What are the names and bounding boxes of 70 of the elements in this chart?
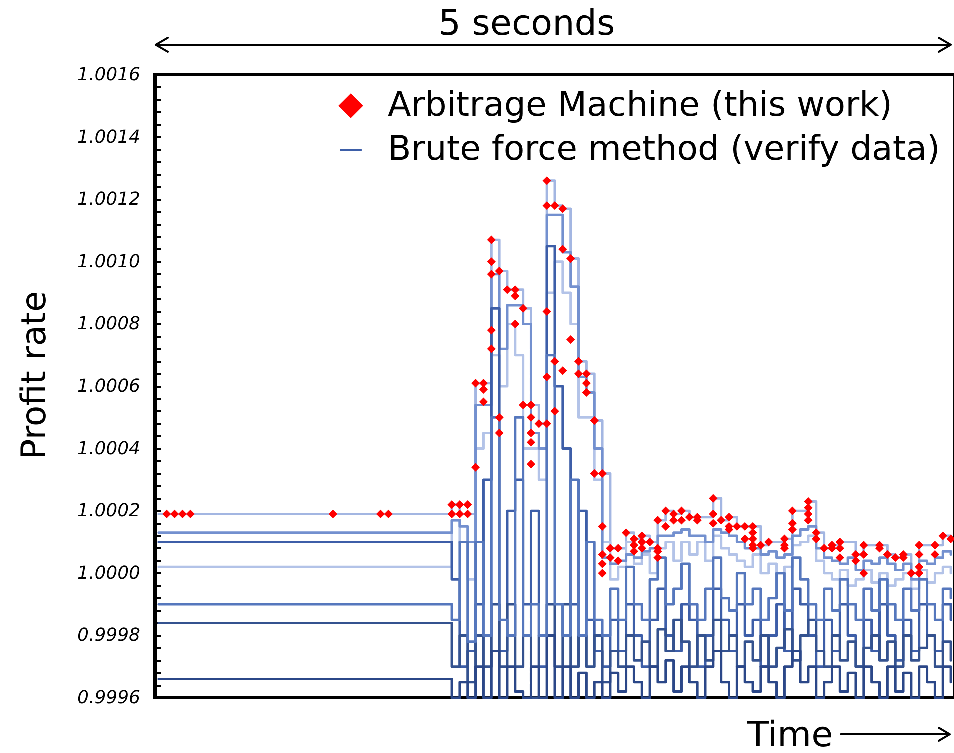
point <box>487 344 496 354</box>
y-tick-label: 1.0000 <box>78 562 140 584</box>
point <box>614 556 623 566</box>
point <box>852 556 860 566</box>
point <box>804 516 813 525</box>
point <box>511 320 520 329</box>
point <box>542 420 552 428</box>
x-axis-title: Time <box>746 716 834 753</box>
point <box>495 413 504 422</box>
point <box>860 550 868 560</box>
y-tick-label: 1.0016 <box>78 64 140 86</box>
point <box>495 428 504 438</box>
y-tick-label: 1.0012 <box>78 189 140 210</box>
text: 5 seconds <box>438 4 616 44</box>
point <box>606 553 615 562</box>
point <box>677 516 686 525</box>
y-tick-label: 1.0004 <box>78 438 140 460</box>
point <box>740 534 750 544</box>
point <box>448 510 456 519</box>
y-tick-label: 0.9996 <box>78 688 140 708</box>
y-tick-label: 1.0008 <box>78 314 140 335</box>
point <box>915 569 924 578</box>
y-tick-label: 1.0014 <box>78 126 140 148</box>
point <box>598 560 607 568</box>
point <box>558 366 568 376</box>
y-tick-label: 1.0010 <box>78 251 140 272</box>
point <box>709 519 718 528</box>
point <box>788 519 797 528</box>
legend-label: Arbitrage Machine (this work) <box>388 85 893 125</box>
point <box>930 550 940 560</box>
point <box>566 335 576 344</box>
point <box>709 510 718 519</box>
y-tick-label: 1.0002 <box>78 500 140 522</box>
y-tick-label: 0.9998 <box>78 625 140 646</box>
legend-label: Brute force method (verify data) <box>388 129 940 169</box>
point <box>582 379 592 388</box>
point <box>456 510 464 519</box>
point <box>471 463 480 472</box>
point <box>582 388 592 398</box>
point <box>487 270 496 279</box>
point <box>479 398 488 406</box>
point <box>550 357 560 366</box>
point <box>590 469 599 478</box>
point <box>836 553 844 562</box>
point <box>860 569 868 578</box>
point <box>662 522 670 532</box>
y-axis-title: Profit rate <box>14 291 54 460</box>
point <box>487 258 496 266</box>
point <box>598 569 607 578</box>
point <box>487 326 496 335</box>
point <box>526 438 536 447</box>
point <box>518 400 528 410</box>
point <box>915 550 924 560</box>
point <box>669 516 678 525</box>
point <box>574 370 584 378</box>
point <box>598 550 607 560</box>
point <box>542 202 552 210</box>
y-tick-label: 1.0006 <box>78 376 140 397</box>
point <box>464 510 472 519</box>
point <box>558 245 568 254</box>
point <box>836 544 844 553</box>
point <box>526 428 536 438</box>
point <box>542 372 552 382</box>
point <box>526 460 536 469</box>
point <box>526 413 536 422</box>
point <box>598 522 607 532</box>
point <box>542 307 552 316</box>
point <box>915 562 924 572</box>
point <box>638 544 646 553</box>
point <box>550 407 560 416</box>
